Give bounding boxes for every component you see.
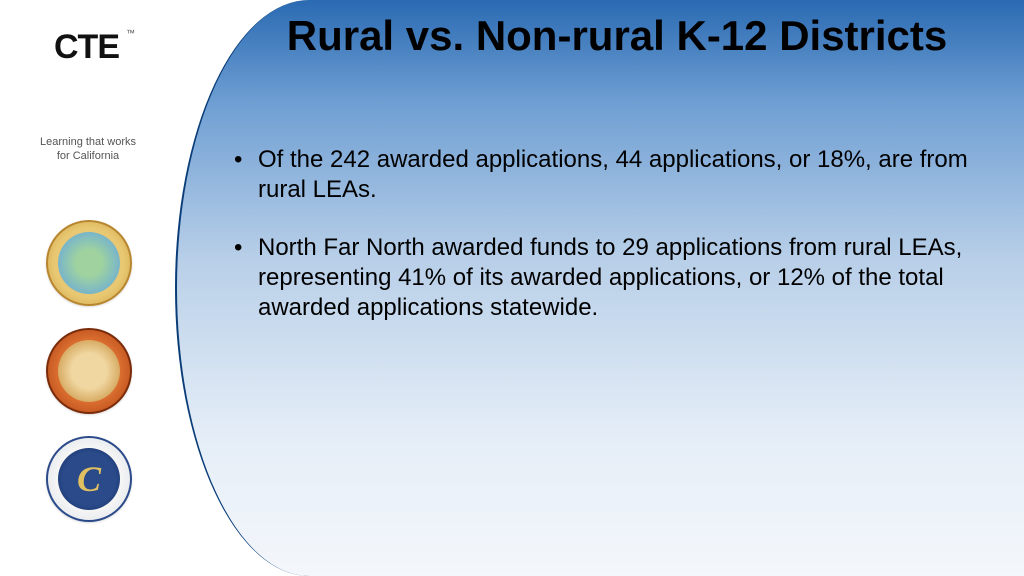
slide-title: Rural vs. Non-rural K-12 Districts (250, 12, 984, 60)
bullet-item: North Far North awarded funds to 29 appl… (230, 233, 974, 323)
tagline-line: Learning that works (18, 136, 158, 150)
cte-acronym: CTE (54, 28, 119, 67)
bullet-item: Of the 242 awarded applications, 44 appl… (230, 145, 974, 205)
tagline-line: for California (18, 150, 158, 164)
dept-of-education-seal-icon (46, 328, 132, 414)
slide: Rural vs. Non-rural K-12 Districts Of th… (0, 0, 1024, 576)
community-colleges-seal-icon: C (46, 436, 132, 522)
seal-letter: C (46, 436, 132, 522)
state-board-seal-icon (46, 220, 132, 306)
cte-tagline: Learning that works for California (18, 136, 158, 164)
trademark-symbol: ™ (126, 28, 135, 38)
cte-logo: CTE ™ (18, 22, 158, 78)
seal-column: C (44, 220, 134, 522)
slide-body: Of the 242 awarded applications, 44 appl… (230, 145, 974, 351)
cte-logo-block: CTE ™ Learning that works for California (18, 22, 158, 164)
